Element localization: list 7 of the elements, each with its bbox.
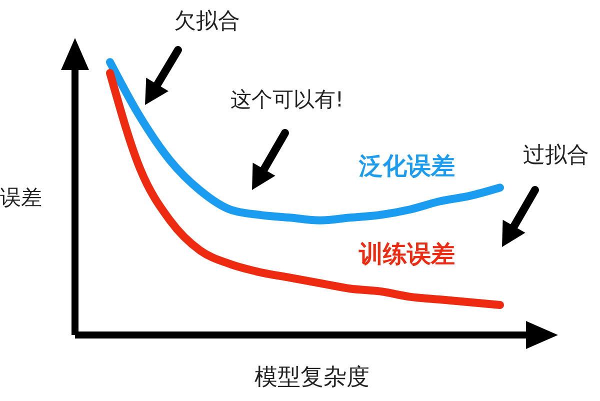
- series-label: 训练误差: [359, 240, 455, 268]
- annotation: 过拟合: [523, 143, 589, 168]
- x-axis-title: 模型复杂度: [254, 364, 370, 390]
- text: 欠拟合: [174, 9, 240, 34]
- annotation: 这个可以有!: [230, 88, 344, 112]
- series-label: 泛化误差: [359, 152, 455, 180]
- y-axis-title: 误差: [0, 186, 42, 210]
